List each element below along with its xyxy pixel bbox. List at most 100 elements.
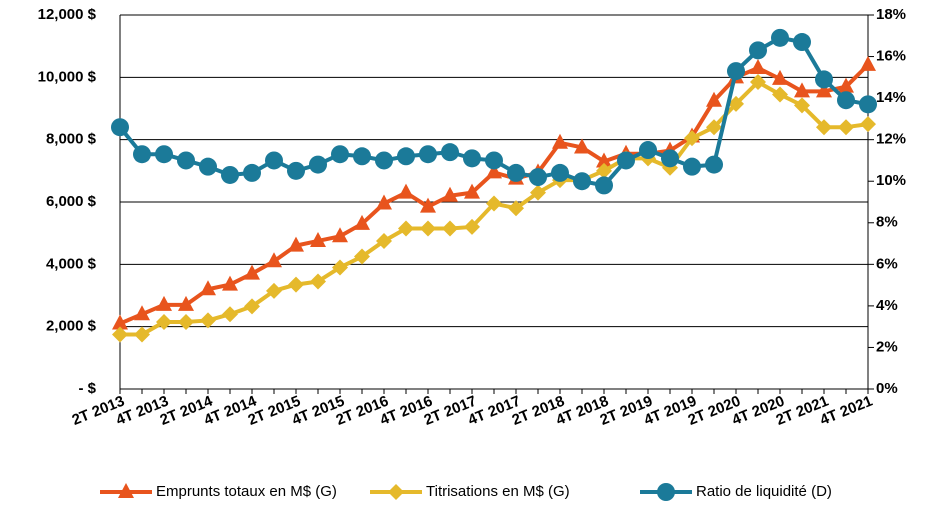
triangle-marker [310,231,326,247]
diamond-marker [420,220,436,237]
triangle-marker [288,236,304,252]
circle-marker [661,149,679,168]
y2-tick-label: 10% [876,172,906,189]
circle-marker [705,155,723,174]
triangle-marker [398,183,414,199]
y-tick-label: 4,000 $ [46,255,97,272]
diamond-marker [200,312,216,329]
diamond-marker [860,116,876,133]
y-tick-label: 10,000 $ [38,68,97,85]
triangle-marker [420,197,436,213]
diamond-marker [222,306,238,323]
circle-marker [221,165,239,184]
diamond-marker [794,97,810,114]
circle-marker [243,163,261,182]
diamond-marker [376,232,392,249]
triangle-marker [222,275,238,291]
circle-marker [595,176,613,195]
triangle-marker [266,252,282,268]
diamond-marker [442,220,458,237]
y-tick-label: 6,000 $ [46,193,97,210]
y2-tick-label: 16% [876,48,906,65]
diamond-marker [332,259,348,276]
circle-marker [155,145,173,164]
diamond-marker [728,95,744,112]
diamond-marker [388,484,404,500]
circle-marker [309,155,327,174]
circle-marker [573,172,591,191]
diamond-marker [244,298,260,315]
diamond-marker [750,74,766,91]
triangle-marker [552,133,568,149]
circle-marker [177,151,195,170]
diamond-marker [354,248,370,265]
triangle-marker [750,58,766,74]
triangle-marker [156,295,172,311]
circle-marker [529,168,547,187]
y2-tick-label: 14% [876,89,906,106]
triangle-marker [112,314,128,330]
diamond-marker [266,282,282,299]
circle-marker [793,33,811,52]
circle-marker [353,147,371,166]
triangle-marker [244,264,260,280]
circle-marker [397,147,415,166]
y2-tick-label: 0% [876,380,898,397]
triangle-marker [178,295,194,311]
y-tick-label: 12,000 $ [38,6,97,23]
diamond-marker [596,162,612,179]
triangle-marker [200,280,216,296]
diamond-marker [112,326,128,343]
y2-tick-label: 18% [876,6,906,23]
diamond-marker [772,86,788,103]
triangle-marker [376,194,392,210]
legend-label: Ratio de liquidité (D) [696,483,832,500]
diamond-marker [508,200,524,217]
diamond-marker [178,313,194,330]
y2-tick-label: 12% [876,131,906,148]
circle-marker [441,143,459,162]
diamond-marker [530,184,546,201]
triangle-marker [574,138,590,154]
circle-marker [199,157,217,176]
diamond-marker [486,195,502,212]
circle-marker [727,62,745,81]
circle-marker [639,141,657,160]
circle-marker [133,145,151,164]
circle-marker [771,28,789,47]
triangle-marker [772,69,788,85]
triangle-marker [860,55,876,71]
triangle-marker [596,152,612,168]
circle-marker [683,157,701,176]
diamond-marker [464,218,480,235]
circle-marker [815,70,833,89]
circle-marker [287,161,305,180]
circle-marker [375,151,393,170]
diamond-marker [156,313,172,330]
y-tick-label: 8,000 $ [46,131,97,148]
diamond-marker [134,326,150,343]
y2-tick-label: 8% [876,214,898,231]
circle-marker [111,118,129,137]
diamond-marker [838,119,854,136]
legend-label: Emprunts totaux en M$ (G) [156,483,337,500]
circle-marker [419,145,437,164]
circle-marker [331,145,349,164]
circle-marker [617,151,635,170]
triangle-marker [706,91,722,107]
y2-tick-label: 6% [876,255,898,272]
triangle-marker [332,227,348,243]
triangle-marker [134,305,150,321]
triangle-marker [816,82,832,98]
triangle-marker [838,77,854,93]
diamond-marker [706,119,722,136]
y2-tick-label: 4% [876,297,898,314]
circle-marker [837,91,855,110]
triangle-marker [442,186,458,202]
circle-marker [463,149,481,168]
circle-marker [485,151,503,170]
circle-marker [551,163,569,182]
y-tick-label: 2,000 $ [46,318,97,335]
circle-marker [749,41,767,60]
